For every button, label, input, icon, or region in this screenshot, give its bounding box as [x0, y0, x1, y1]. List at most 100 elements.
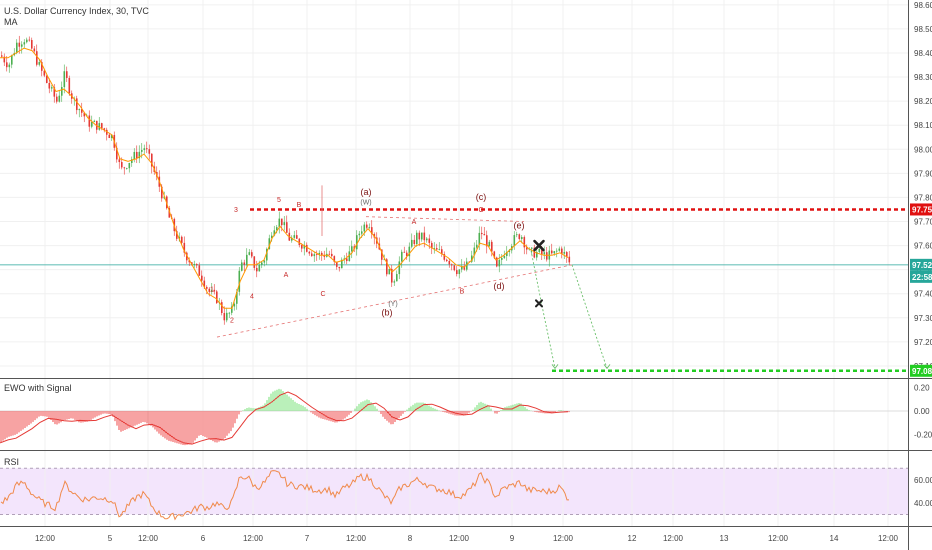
candle-body: [393, 281, 396, 283]
ewo-histogram: [0, 388, 570, 446]
candle-body: [143, 148, 146, 151]
time-axis[interactable]: 12:00 5 12:00 6 12:00 7 12:00 8 12:00 9 12:00 12 12:…: [35, 534, 899, 543]
wave-label[interactable]: 4: [250, 294, 254, 301]
wave-sublabel[interactable]: (W): [360, 200, 371, 207]
candle-body: [371, 227, 373, 235]
target-price-tag-text: 97.08: [912, 367, 932, 376]
candle-body: [508, 250, 511, 252]
candle-body: [138, 151, 141, 159]
candle-body: [56, 96, 58, 102]
wave-label[interactable]: (a): [361, 187, 372, 197]
wave-label[interactable]: (b): [382, 307, 393, 317]
wave-resistance-trendline[interactable]: [365, 216, 525, 222]
invalidation-x-icon[interactable]: [535, 299, 543, 308]
candle-body: [58, 95, 61, 102]
price-axis-label: 98.30: [914, 73, 932, 82]
candle-body: [301, 245, 303, 249]
candle-body: [236, 291, 238, 304]
wave-sublabel[interactable]: (Y): [388, 301, 397, 308]
candle-body: [121, 162, 123, 168]
ma-indicator-label[interactable]: MA: [4, 17, 18, 27]
wave-label[interactable]: (c): [476, 192, 487, 202]
candle-body: [296, 235, 298, 239]
price-axis-label: 97.70: [914, 218, 932, 227]
candle-body: [478, 232, 481, 245]
candle-body: [76, 98, 78, 111]
candle-body: [553, 251, 556, 254]
candle-body: [331, 253, 333, 257]
time-axis-label: 9: [510, 534, 515, 543]
candle-body: [463, 265, 466, 270]
candle-body: [506, 251, 508, 256]
candle-body: [148, 149, 151, 154]
wave-label[interactable]: A: [412, 219, 417, 226]
wave-label[interactable]: B: [460, 289, 465, 296]
last-price-tag[interactable]: [910, 258, 932, 271]
candle-body: [403, 251, 406, 253]
wave-label[interactable]: 2: [230, 318, 234, 325]
candle-body: [116, 147, 118, 160]
wave-label[interactable]: C: [478, 207, 483, 214]
candle-body: [123, 167, 126, 169]
time-axis-label: 8: [408, 534, 413, 543]
candle-body: [363, 224, 366, 232]
price-axis-label: 98.10: [914, 121, 932, 130]
candle-body: [368, 227, 371, 228]
candle-body: [313, 254, 316, 257]
rsi-axis-label: 40.00: [914, 499, 932, 508]
time-axis-label: 13: [720, 534, 729, 543]
price-axis-label: 98.00: [914, 145, 932, 154]
rsi-axis-label: 60.00: [914, 476, 932, 485]
candle-body: [291, 237, 293, 241]
candle-body: [241, 262, 243, 271]
countdown-tag: [910, 270, 932, 283]
candle-body: [398, 261, 401, 275]
wave-label[interactable]: 5: [277, 197, 281, 204]
candle-body: [513, 235, 516, 247]
wave-label[interactable]: 1: [210, 286, 214, 293]
price-tags: 97.75 97.52 22:58 97.08: [910, 203, 932, 377]
wave-label[interactable]: (e): [514, 221, 525, 231]
price-pane[interactable]: [0, 0, 908, 378]
rsi-title[interactable]: RSI: [4, 457, 20, 467]
time-axis-label: 12:00: [553, 534, 574, 543]
wave-label[interactable]: 3: [234, 207, 238, 214]
candle-body: [193, 264, 196, 266]
candle-body: [483, 234, 486, 236]
candle-body: [421, 232, 423, 240]
wave-label[interactable]: C: [320, 291, 325, 298]
candle-body: [196, 264, 198, 266]
target-price-tag[interactable]: [910, 364, 932, 377]
candle-body: [136, 151, 138, 159]
chart-title[interactable]: U.S. Dollar Currency Index, 30, TVC: [4, 6, 149, 16]
wave-label[interactable]: B: [297, 202, 302, 209]
candle-body: [536, 251, 538, 258]
candle-body: [63, 71, 66, 88]
time-axis-label: 12:00: [138, 534, 159, 543]
projection-path-1[interactable]: [530, 250, 556, 369]
candle-body: [11, 55, 13, 65]
candle-body: [266, 249, 268, 261]
price-axis[interactable]: 98.60 98.50 98.40 98.30 98.20 98.10 98.00 97.90…: [914, 1, 932, 508]
time-axis-label: 12:00: [35, 534, 56, 543]
ewo-axis-label: 0.00: [914, 407, 930, 416]
ewo-title[interactable]: EWO with Signal: [4, 383, 72, 393]
candle-body: [281, 218, 283, 226]
resistance-price-tag[interactable]: [910, 203, 932, 216]
candle-body: [436, 248, 438, 250]
time-axis-label: 12:00: [243, 534, 264, 543]
candle-body: [391, 268, 393, 283]
time-axis-label: 12:00: [878, 534, 899, 543]
resistance-price-tag-text: 97.75: [912, 205, 932, 214]
rsi-band: [0, 468, 908, 515]
candle-body: [523, 237, 526, 248]
candle-body: [131, 159, 133, 163]
wave-label[interactable]: (d): [494, 281, 505, 291]
candle-body: [541, 248, 543, 255]
candle-body: [271, 235, 273, 239]
wave-label[interactable]: A: [284, 272, 289, 279]
invalidation-x-icon[interactable]: [533, 239, 545, 252]
wave-support-trendline[interactable]: [216, 264, 573, 338]
candle-body: [276, 227, 278, 231]
